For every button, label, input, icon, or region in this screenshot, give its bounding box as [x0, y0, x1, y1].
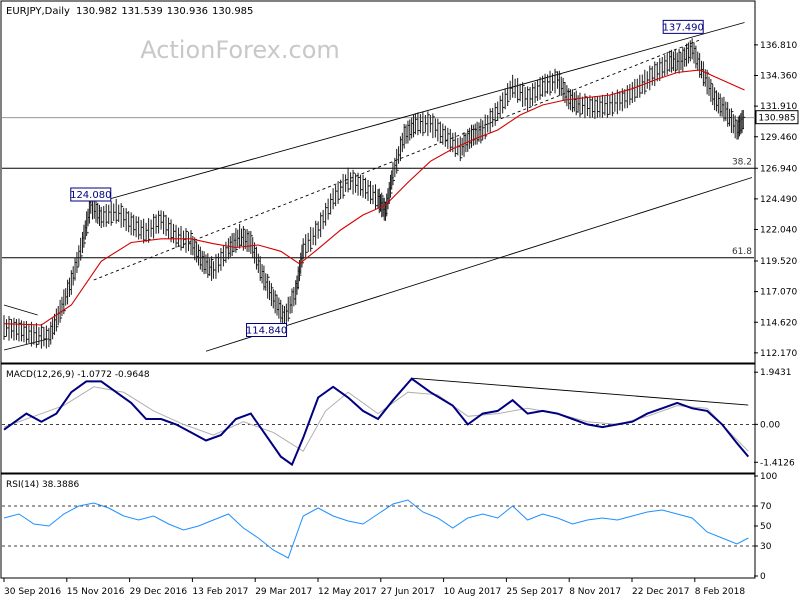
- symbol-label: EURJPY: [6, 6, 42, 17]
- macd-panel-border: [0, 363, 756, 474]
- rsi-y-tick-label: 30: [760, 542, 772, 552]
- x-tick-label: 15 Nov 2016: [67, 587, 125, 597]
- x-tick-label: 10 Aug 2017: [444, 587, 502, 597]
- price-y-tick-label: 126.940: [760, 164, 797, 174]
- x-tick-label: 29 Mar 2017: [255, 587, 312, 597]
- ohlc-close: 130.985: [212, 6, 253, 17]
- price-y-tick-label: 122.040: [760, 226, 797, 236]
- x-tick-label: 8 Feb 2018: [695, 587, 746, 597]
- last-price-label: 130.985: [758, 114, 795, 124]
- callout-label-124-080: 124.080: [70, 190, 111, 201]
- channel-left-top: [3, 304, 38, 316]
- x-tick-label: 29 Dec 2016: [130, 587, 188, 597]
- last-price-box: [755, 110, 799, 125]
- ohlc-low: 130.936: [167, 6, 208, 17]
- price-y-tick-label: 112.170: [760, 349, 797, 359]
- price-y-tick-label: 119.520: [760, 257, 797, 267]
- x-tick-label: 25 Sep 2017: [506, 587, 563, 597]
- fib-label-61-8: 61.8: [732, 247, 752, 257]
- rsi-y-tick-label: 0: [760, 572, 766, 582]
- timeframe-label: Daily: [45, 6, 70, 17]
- header-sep: ,: [41, 6, 44, 17]
- fib-label-38-2: 38.2: [732, 157, 752, 167]
- macd-y-tick-label: 0.00: [760, 420, 780, 430]
- rsi-label: RSI(14) 38.3886: [6, 480, 79, 490]
- macd-y-tick-label: 1.9431: [760, 368, 792, 378]
- x-tick-label: 13 Feb 2017: [192, 587, 248, 597]
- callout-box-114-840: [246, 323, 288, 337]
- price-y-tick-label: 114.620: [760, 318, 797, 328]
- price-y-tick-label: 134.360: [760, 72, 797, 82]
- callout-label-137-490: 137.490: [663, 22, 704, 33]
- macd-label: MACD(12,26,9) -1.0772 -0.9648: [6, 370, 150, 380]
- ohlc-open: 130.982: [76, 6, 117, 17]
- callout-box-137-490: [662, 19, 704, 34]
- chart-header: EURJPY,Daily 130.982 131.539 130.936 130.985: [6, 6, 253, 17]
- price-y-tick-label: 131.910: [760, 102, 797, 112]
- x-tick-label: 30 Sep 2016: [4, 587, 61, 597]
- rsi-y-tick-label: 70: [760, 502, 772, 512]
- moving-average-line: [3, 69, 745, 326]
- x-tick-label: 12 May 2017: [318, 587, 377, 597]
- macd-line: [3, 377, 750, 467]
- price-panel-border: [0, 0, 756, 364]
- channel-lower: [205, 177, 753, 352]
- callout-box-124-080: [70, 187, 112, 202]
- x-tick-label: 27 Jun 2017: [381, 587, 435, 597]
- price-y-tick-label: 136.810: [760, 41, 797, 51]
- watermark: ActionForex.com: [140, 36, 340, 64]
- macd-y-tick-label: -1.4126: [760, 458, 795, 468]
- price-y-tick-label: 117.070: [760, 288, 797, 298]
- price-y-tick-label: 124.490: [760, 195, 797, 205]
- rsi-y-tick-label: 50: [760, 522, 772, 532]
- rsi-line: [3, 499, 749, 559]
- rsi-panel-border: [0, 473, 756, 579]
- ohlc-high: 131.539: [121, 6, 162, 17]
- price-y-tick-label: 129.460: [760, 133, 797, 143]
- x-tick-label: 8 Nov 2017: [569, 587, 621, 597]
- x-tick-label: 22 Dec 2017: [632, 587, 690, 597]
- callout-label-114-840: 114.840: [246, 326, 287, 337]
- macd-trendline: [411, 377, 749, 406]
- rsi-y-tick-label: 100: [760, 472, 777, 482]
